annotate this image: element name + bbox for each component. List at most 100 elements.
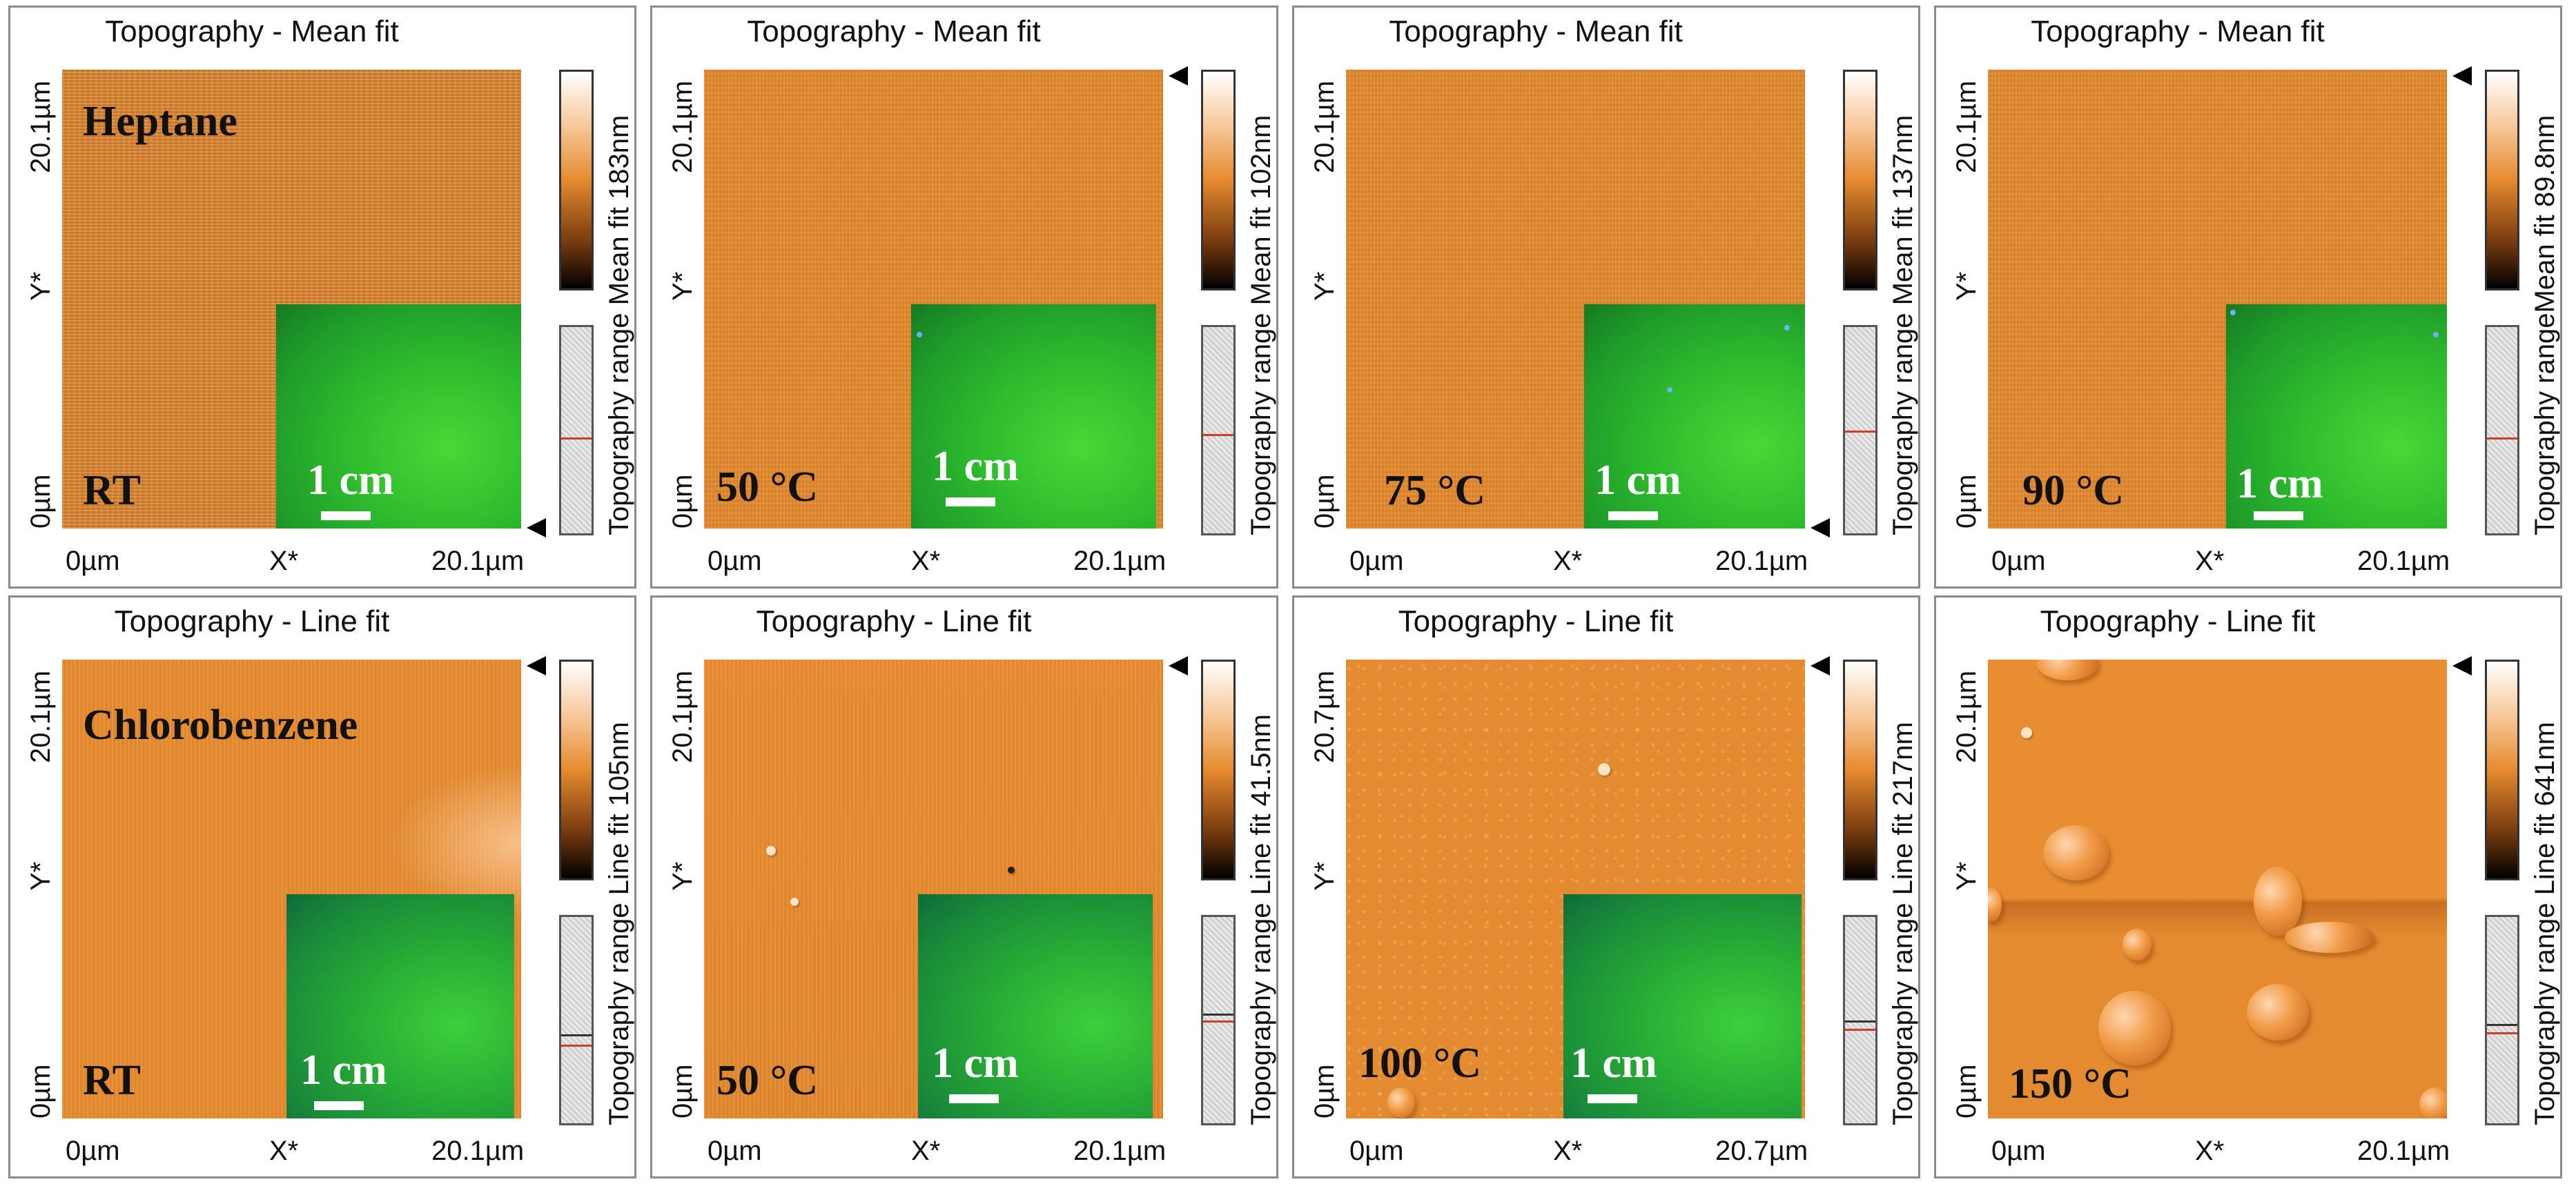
colorbar-label: Topography range Line fit 41.5nm — [1246, 714, 1276, 1125]
range-bar — [2485, 915, 2519, 1125]
range-bar — [1843, 325, 1877, 535]
x-axis-label: X* — [269, 546, 299, 576]
panel-title: Topography - Mean fit — [1389, 14, 1683, 48]
x-min-label: 0µm — [708, 546, 762, 576]
colorbar — [559, 70, 594, 290]
colorbar — [1843, 660, 1877, 880]
panel-heptane-rt: Topography - Mean fit Heptane RT 1 cm 20… — [8, 6, 636, 589]
y-max-label: 20.1µm — [667, 80, 698, 173]
range-tick — [2487, 1032, 2517, 1034]
inset-scale-bar — [314, 1101, 364, 1110]
range-tick — [561, 1045, 592, 1047]
panel-title: Topography - Mean fit — [2031, 14, 2325, 48]
range-tick — [1845, 431, 1875, 433]
range-bar — [1201, 325, 1236, 535]
x-max-label: 20.1µm — [1073, 546, 1167, 576]
inset-scale-label: 1 cm — [2236, 460, 2323, 507]
surface-droplet — [2036, 660, 2098, 680]
x-axis-label: X* — [1553, 546, 1583, 576]
afm-image: 50 °C 1 cm — [704, 660, 1163, 1118]
surface-droplet — [2285, 922, 2374, 953]
inset-speck — [1667, 387, 1672, 393]
sample-photo-inset: 1 cm — [286, 894, 514, 1118]
colorbar-label: Topography range Mean fit 137nm — [1888, 115, 1918, 535]
range-bar — [2485, 325, 2519, 535]
range-bar — [559, 915, 594, 1125]
x-min-label: 0µm — [1991, 1136, 2046, 1166]
surface-feature — [766, 846, 776, 856]
surface-droplet — [2098, 991, 2171, 1065]
y-max-label: 20.1µm — [1951, 80, 1982, 173]
range-marker-icon — [2452, 656, 2472, 675]
panel-chlorobenzene-rt: Topography - Line fit Chlorobenzene RT 1… — [8, 595, 636, 1178]
surface-feature — [790, 898, 799, 906]
surface-droplet — [1988, 887, 2002, 922]
y-max-label: 20.1µm — [1951, 670, 1982, 763]
x-max-label: 20.1µm — [2357, 546, 2450, 576]
range-marker-icon — [1169, 656, 1188, 675]
sample-photo-inset: 1 cm — [1584, 304, 1805, 529]
x-min-label: 0µm — [66, 1136, 120, 1166]
colorbar — [2485, 70, 2519, 290]
range-bar — [559, 325, 594, 535]
y-axis-label: Y* — [1309, 861, 1340, 891]
temperature-label: 50 °C — [716, 1057, 819, 1104]
x-min-label: 0µm — [708, 1136, 762, 1166]
range-tick — [1203, 1020, 1233, 1023]
range-tick — [1845, 1029, 1875, 1031]
x-axis-label: X* — [2195, 1136, 2225, 1166]
sample-photo-inset: 1 cm — [276, 304, 521, 529]
inset-speck — [917, 332, 922, 337]
y-min-label: 0µm — [1309, 1064, 1340, 1118]
inset-scale-label: 1 cm — [1594, 457, 1681, 504]
temperature-label: 150 °C — [2009, 1060, 2132, 1107]
x-axis-label: X* — [2195, 546, 2225, 576]
colorbar-label: Topography range Mean fit 102nm — [1246, 115, 1276, 535]
surface-droplet — [2123, 929, 2151, 960]
range-tick-top — [2487, 1024, 2517, 1026]
inset-scale-label: 1 cm — [932, 443, 1019, 490]
x-min-label: 0µm — [66, 546, 120, 576]
inset-scale-bar — [946, 497, 995, 506]
range-tick — [561, 437, 592, 440]
x-min-label: 0µm — [1349, 546, 1404, 576]
y-max-label: 20.1µm — [667, 670, 698, 763]
range-marker-icon — [527, 656, 546, 675]
y-max-label: 20.1µm — [26, 670, 56, 763]
afm-image: 90 °C 1 cm — [1988, 70, 2447, 529]
surface-droplet — [2043, 825, 2109, 880]
inset-scale-bar — [2254, 511, 2303, 520]
range-marker-icon — [2452, 66, 2472, 86]
inset-speck — [1784, 325, 1790, 330]
solvent-label: Heptane — [83, 98, 237, 145]
afm-image: 75 °C 1 cm — [1346, 70, 1805, 529]
inset-scale-bar — [321, 511, 371, 520]
colorbar — [1201, 660, 1236, 880]
panel-title: Topography - Mean fit — [747, 14, 1041, 48]
y-axis-label: Y* — [667, 861, 698, 891]
range-marker-icon — [1811, 518, 1830, 537]
x-min-label: 0µm — [1991, 546, 2046, 576]
surface-feature — [1008, 867, 1015, 874]
colorbar-label: Topography rangeMean fit 89.8nm — [2530, 115, 2560, 535]
sample-photo-inset: 1 cm — [918, 894, 1153, 1118]
panel-chlorobenzene-150c: Topography - Line fit 150 °C 20.1µm Y* 0… — [1934, 595, 2562, 1178]
surface-droplet — [2254, 867, 2302, 936]
inset-scale-label: 1 cm — [307, 457, 394, 504]
surface-feature — [1598, 763, 1610, 776]
range-tick-top — [1203, 1014, 1233, 1016]
temperature-label: RT — [83, 467, 141, 514]
y-axis-label: Y* — [1309, 271, 1340, 301]
range-tick — [2487, 437, 2517, 440]
panel-title: Topography - Mean fit — [105, 14, 399, 48]
colorbar — [1843, 70, 1877, 290]
temperature-label: 100 °C — [1358, 1040, 1482, 1087]
range-tick-top — [561, 1034, 592, 1036]
x-min-label: 0µm — [1349, 1136, 1404, 1166]
y-axis-label: Y* — [1951, 271, 1982, 301]
y-axis-label: Y* — [26, 271, 56, 301]
panel-chlorobenzene-50c: Topography - Line fit 50 °C 1 cm 20.1µm … — [650, 595, 1278, 1178]
colorbar — [1201, 70, 1236, 290]
y-axis-label: Y* — [1951, 861, 1982, 891]
